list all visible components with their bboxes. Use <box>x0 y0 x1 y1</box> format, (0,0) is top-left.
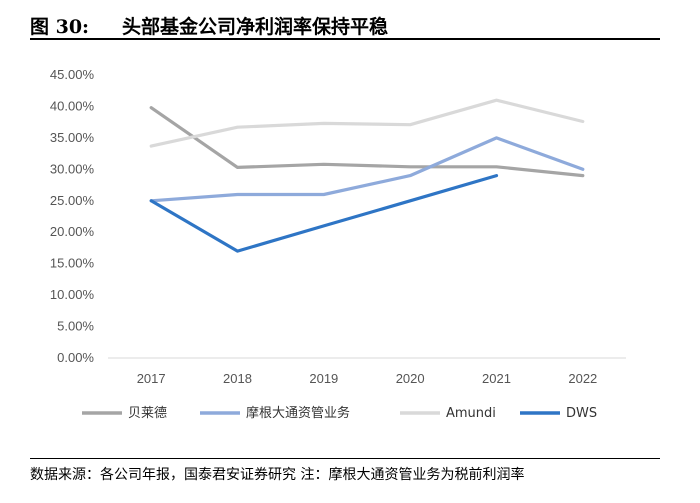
figure-number: 图 30: <box>30 16 90 38</box>
source-note: 数据来源：各公司年报，国泰君安证券研究 注：摩根大通资管业务为税前利润率 <box>30 467 525 483</box>
legend-label: Amundi <box>446 406 496 421</box>
y-tick-label: 5.00% <box>57 319 94 334</box>
y-tick-label: 30.00% <box>50 161 95 176</box>
x-tick-label: 2021 <box>482 371 511 386</box>
y-tick-label: 15.00% <box>50 256 95 271</box>
y-tick-label: 10.00% <box>50 287 95 302</box>
header-rule <box>30 38 660 40</box>
figure-title: 头部基金公司净利润率保持平稳 <box>122 16 389 38</box>
x-tick-label: 2018 <box>223 371 252 386</box>
series-line-2 <box>149 98 585 148</box>
x-tick-label: 2022 <box>568 371 597 386</box>
x-tick-label: 2019 <box>309 371 338 386</box>
y-tick-label: 0.00% <box>57 350 94 365</box>
line-chart: 0.00% 5.00% 10.00% 15.00% 20.00% 25.00% 30.00%… <box>50 67 626 421</box>
y-tick-label: 25.00% <box>50 193 95 208</box>
y-tick-label: 35.00% <box>50 130 95 145</box>
figure-header: 图 30: 头部基金公司净利润率保持平稳 <box>30 6 660 38</box>
series-layer <box>149 98 585 253</box>
chart-legend: 贝莱德 摩根大通资管业务 Amundi DWS <box>82 405 597 421</box>
legend-label: 摩根大通资管业务 <box>246 405 350 421</box>
chart-axes: 0.00% 5.00% 10.00% 15.00% 20.00% 25.00% 30.00%… <box>50 67 626 386</box>
series-line-1 <box>149 136 585 203</box>
y-tick-label: 45.00% <box>50 67 95 82</box>
legend-label: 贝莱德 <box>128 406 167 421</box>
y-tick-label: 20.00% <box>50 224 95 239</box>
x-tick-label: 2017 <box>137 371 166 386</box>
y-tick-label: 40.00% <box>50 98 95 113</box>
legend-label: DWS <box>566 406 597 421</box>
series-line-0 <box>149 106 585 178</box>
x-tick-label: 2020 <box>396 371 425 386</box>
series-line-3 <box>149 174 499 253</box>
footer-rule <box>30 458 660 459</box>
